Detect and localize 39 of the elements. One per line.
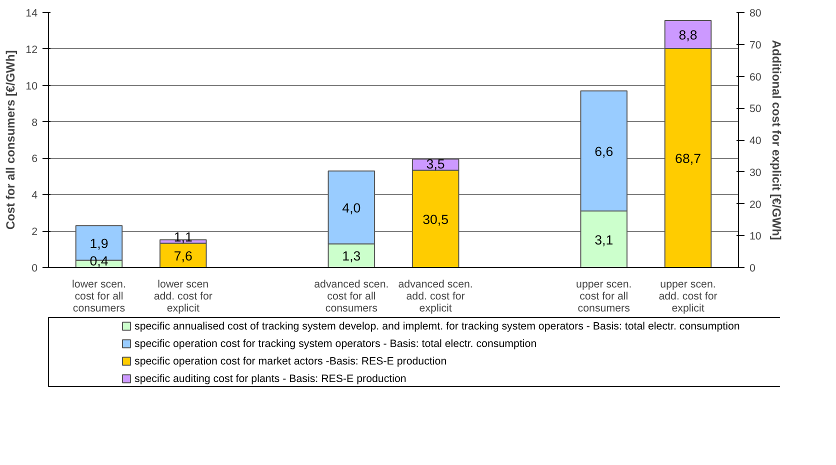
x-tick-label: advanced scen. add. cost for explicit	[398, 278, 473, 314]
y2-tick-label: 50	[750, 103, 762, 116]
y2-tick-label: 20	[750, 198, 762, 211]
y-tick-label: 14	[26, 8, 38, 20]
y-tick-label: 10	[26, 80, 38, 92]
y2-axis-title: Additional cost for explicit [€/GWh]	[769, 40, 784, 240]
y2-tick-label: 40	[750, 135, 762, 147]
y-tick-label: 0	[32, 262, 38, 274]
legend-label: specific auditing cost for plants - Basis: RES-E production	[134, 372, 406, 385]
y-tick-label: 4	[32, 190, 38, 202]
y2-tick-label: 30	[750, 166, 762, 179]
legend-label: specific annualised cost of tracking system develop. and implemt. for tracking system operators - Basis: total electr. consumption	[134, 320, 740, 332]
data-label: 30,5	[422, 212, 449, 227]
y2-tick-label: 60	[750, 71, 762, 84]
y2-tick-label: 10	[750, 230, 762, 243]
legend-label: specific operation cost for market actors -Basis: RES-E production	[134, 355, 447, 368]
y-axis-title: Cost for all consumers [€/GWh]	[4, 50, 18, 230]
data-label: 1,3	[342, 248, 361, 264]
data-label: 3,5	[426, 156, 445, 172]
x-tick-label: upper scen. cost for all consumers	[576, 278, 632, 314]
x-tick-label: lower scen. cost for all consumers	[72, 278, 126, 314]
y-tick-label: 12	[26, 44, 38, 56]
data-label: 3,1	[594, 232, 614, 248]
y-tick-label: 8	[32, 116, 38, 129]
data-label: 8,8	[678, 27, 698, 42]
legend-label: specific operation cost for tracking system operators - Basis: total electr. consumption	[134, 338, 537, 350]
y-tick-label: 6	[32, 153, 38, 166]
x-tick-label: advanced scen. cost for all consumers	[314, 278, 389, 314]
y2-tick-label: 70	[750, 39, 762, 52]
x-tick-label: lower scen add. cost for explicit	[154, 278, 213, 314]
data-label: 7,6	[174, 248, 192, 264]
data-label: 68,7	[675, 151, 701, 166]
data-label: 4,0	[342, 200, 361, 216]
data-label: 1,9	[90, 236, 108, 251]
y-tick-label: 2	[32, 226, 38, 238]
data-label: 6,6	[594, 144, 614, 159]
x-tick-label: upper scen. add. cost for explicit	[658, 278, 718, 314]
y2-tick-label: 0	[750, 262, 756, 274]
y2-tick-label: 80	[750, 8, 762, 20]
